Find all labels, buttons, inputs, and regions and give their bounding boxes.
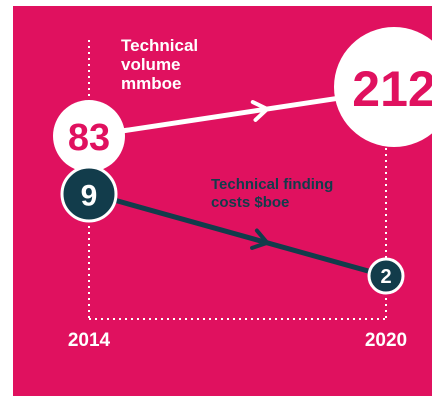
point-marker-volume-2014	[53, 100, 125, 172]
point-marker-cost-2020	[367, 257, 405, 295]
series-label-volume-line2: volume	[121, 55, 181, 74]
data-label-cost-2014: 9	[81, 180, 98, 213]
data-label-volume-2020: 212	[352, 61, 432, 117]
data-label-cost-2020: 2	[380, 266, 391, 288]
x-tick-label-2014: 2014	[68, 330, 111, 351]
series-label-volume-line3: mmboe	[121, 74, 181, 93]
series-label-cost-line2: costs $boe	[211, 194, 289, 211]
series-line-finding-costs	[86, 190, 389, 279]
data-label-volume-2014: 83	[68, 117, 110, 159]
x-tick-label-2020: 2020	[365, 330, 407, 351]
arrow-icon-volume	[250, 100, 270, 122]
point-marker-volume-2020	[334, 27, 432, 147]
arrow-icon-cost	[250, 228, 270, 250]
series-label-cost-line1: Technical finding	[211, 176, 333, 193]
chart-panel: 83 212 9 2 Technical volume mmboe Techni…	[13, 6, 432, 396]
series-label-volume-line1: Technical	[121, 36, 198, 55]
point-marker-cost-2014	[60, 165, 118, 223]
chart: 83 212 9 2 Technical volume mmboe Techni…	[13, 6, 432, 396]
